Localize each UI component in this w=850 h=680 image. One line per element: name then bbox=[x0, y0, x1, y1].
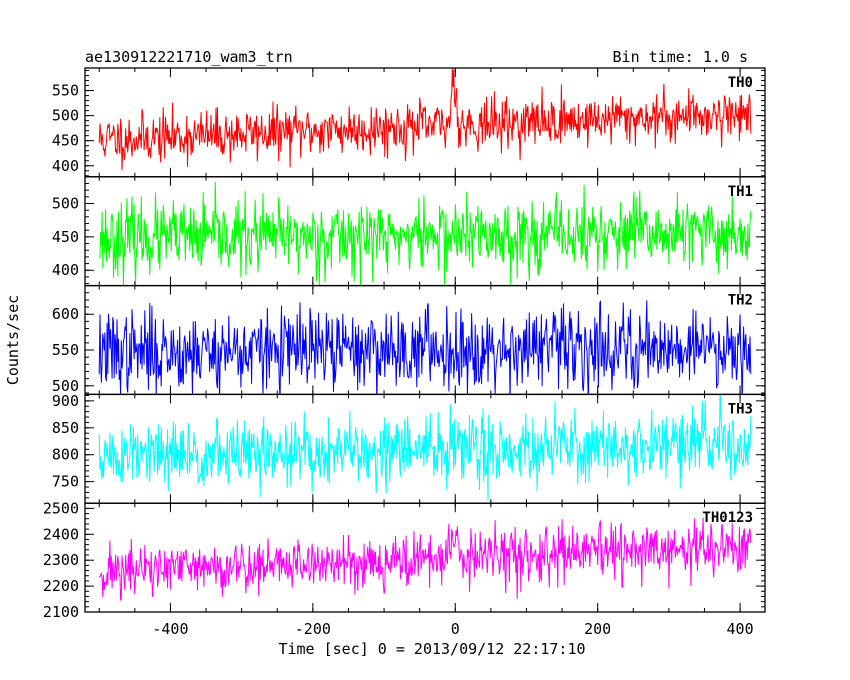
panel-label-th0123: TH0123 bbox=[702, 510, 753, 526]
x-tick-label: 200 bbox=[584, 620, 611, 638]
panel-th3: 750 800 850 900 TH3 bbox=[52, 392, 766, 504]
y-tick-label: 850 bbox=[52, 419, 79, 437]
x-axis-label: Time [sec] 0 = 2013/09/12 22:17:10 bbox=[278, 640, 585, 658]
panel-label-th2: TH2 bbox=[728, 293, 753, 309]
x-tick-label: -200 bbox=[295, 620, 331, 638]
y-tick-label: 550 bbox=[52, 341, 79, 359]
y-tick-label: 800 bbox=[52, 446, 79, 464]
x-axis: -400 -200 0 200 400 bbox=[152, 620, 753, 638]
panel-th0123: 2100 2200 2300 2400 2500 TH0123 bbox=[43, 499, 766, 621]
y-tick-label: 900 bbox=[52, 392, 79, 410]
panel-th1: 400 450 500 TH1 bbox=[52, 176, 766, 287]
y-tick-label: 450 bbox=[52, 132, 79, 150]
y-tick-label: 600 bbox=[52, 305, 79, 323]
y-axis-label: Counts/sec bbox=[4, 295, 22, 385]
chart-subtitle: Bin time: 1.0 s bbox=[613, 48, 748, 66]
y-tick-label: 2300 bbox=[43, 551, 79, 569]
series-line-th2 bbox=[98, 300, 752, 395]
y-tick-label: 550 bbox=[52, 82, 79, 100]
panel-label-th3: TH3 bbox=[728, 401, 753, 417]
y-tick-label: 2400 bbox=[43, 525, 79, 543]
y-tick-label: 500 bbox=[52, 107, 79, 125]
y-tick-label: 2500 bbox=[43, 499, 79, 517]
chart-title: ae130912221710_wam3_trn bbox=[85, 48, 293, 66]
series-line-th0 bbox=[98, 68, 752, 171]
panel-label-th0: TH0 bbox=[728, 75, 753, 91]
panel-label-th1: TH1 bbox=[728, 184, 753, 200]
y-tick-label: 400 bbox=[52, 157, 79, 175]
y-tick-label: 750 bbox=[52, 473, 79, 491]
y-tick-label: 400 bbox=[52, 261, 79, 279]
y-tick-label: 500 bbox=[52, 377, 79, 395]
series-line-th1 bbox=[98, 181, 752, 286]
panel-frame bbox=[84, 502, 766, 613]
panel-th2: 500 550 600 TH2 bbox=[52, 284, 766, 396]
x-tick-label: 0 bbox=[451, 620, 460, 638]
y-tick-label: 500 bbox=[52, 194, 79, 212]
x-tick-label: 400 bbox=[727, 620, 754, 638]
series-line-th3 bbox=[98, 394, 752, 501]
y-tick-label: 2100 bbox=[43, 603, 79, 621]
x-tick-label: -400 bbox=[152, 620, 188, 638]
series-line-th0123 bbox=[98, 517, 752, 602]
y-tick-label: 2200 bbox=[43, 577, 79, 595]
y-tick-label: 450 bbox=[52, 228, 79, 246]
panels-group: 400 450 500 550 TH0 400 450 500 TH1 500 550 600 TH2 7… bbox=[43, 67, 766, 621]
panel-th0: 400 450 500 550 TH0 bbox=[52, 67, 766, 178]
